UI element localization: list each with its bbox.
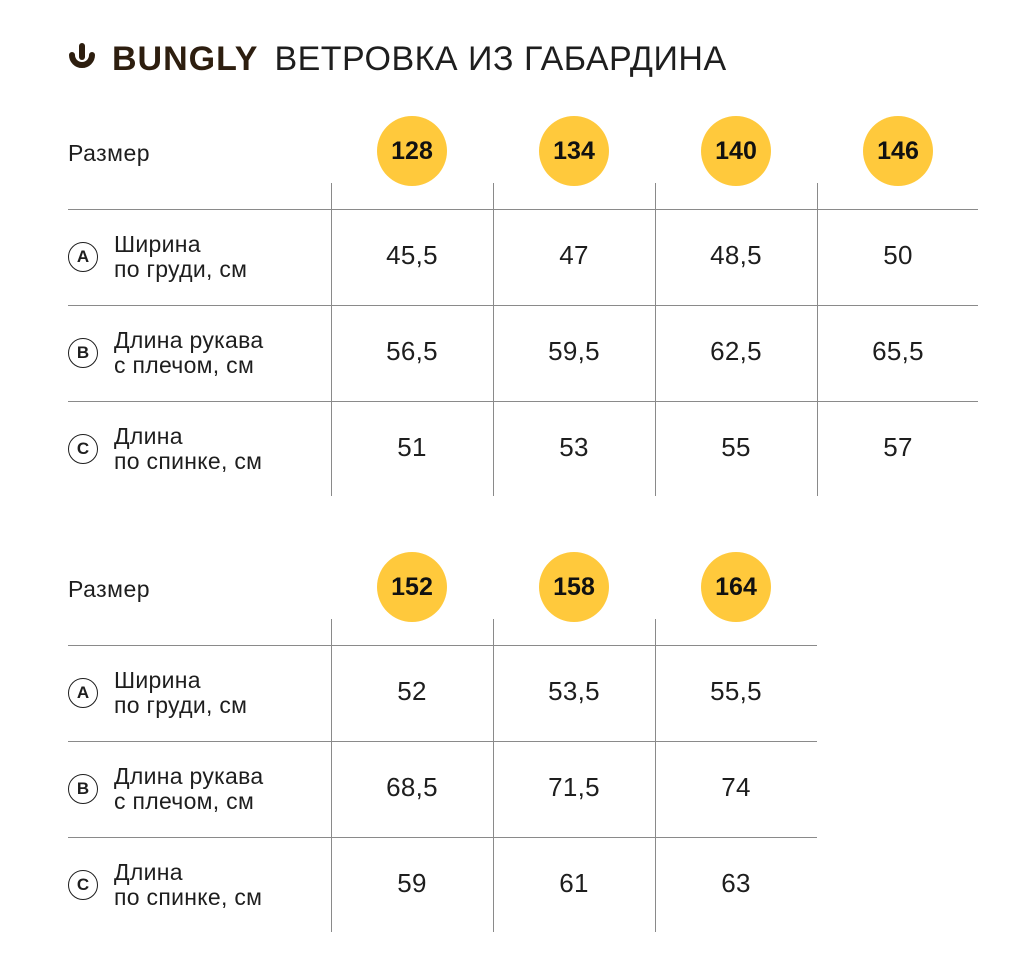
- measure-label: Длина по спинке, см: [114, 424, 262, 474]
- header: BUNGLY ВЕТРОВКА ИЗ ГАБАРДИНА: [66, 34, 727, 84]
- row-label-a: A Ширина по груди, см: [68, 231, 247, 283]
- measure-value: 51: [397, 432, 427, 462]
- bungly-logo-icon: [69, 43, 95, 68]
- measure-letter-icon: C: [68, 870, 98, 900]
- measure-value: 65,5: [872, 336, 924, 366]
- measure-letter-icon: C: [68, 434, 98, 464]
- measure-label-line1: Длина рукава: [114, 327, 264, 353]
- measure-label-line2: с плечом, см: [114, 352, 255, 378]
- measure-label-line1: Ширина: [114, 231, 201, 257]
- measure-value: 53: [559, 432, 589, 462]
- row-divider: [68, 401, 978, 402]
- measure-value: 59: [397, 868, 427, 898]
- measure-value: 48,5: [710, 240, 762, 270]
- size-badge-164: 164: [701, 552, 771, 622]
- column-divider: [493, 619, 494, 932]
- measure-label-line1: Длина: [114, 423, 183, 449]
- measure-letter-icon: B: [68, 338, 98, 368]
- size-label: Размер: [68, 576, 151, 602]
- size-badge-140: 140: [701, 116, 771, 186]
- measure-label-line1: Длина рукава: [114, 763, 264, 789]
- product-title: ВЕТРОВКА ИЗ ГАБАРДИНА: [274, 39, 727, 78]
- measure-value: 52: [397, 676, 427, 706]
- column-divider: [817, 183, 818, 496]
- row-divider: [68, 741, 817, 742]
- measure-letter-icon: B: [68, 774, 98, 804]
- measure-label: Длина рукава с плечом, см: [114, 764, 263, 814]
- measure-value: 59,5: [548, 336, 600, 366]
- row-divider: [68, 209, 978, 210]
- measure-label: Длина по спинке, см: [114, 860, 262, 910]
- measure-value: 61: [559, 868, 589, 898]
- column-divider: [655, 619, 656, 932]
- column-divider: [331, 183, 332, 496]
- row-divider: [68, 645, 817, 646]
- size-label: Размер: [68, 140, 151, 166]
- size-badge-146: 146: [863, 116, 933, 186]
- row-label-b: B Длина рукава с плечом, см: [68, 763, 263, 815]
- measure-value: 56,5: [386, 336, 438, 366]
- size-badge-158: 158: [539, 552, 609, 622]
- row-label-c: C Длина по спинке, см: [68, 859, 262, 911]
- measure-value: 50: [883, 240, 913, 270]
- column-divider: [493, 183, 494, 496]
- measure-label-line2: по спинке, см: [114, 448, 263, 474]
- size-badge-134: 134: [539, 116, 609, 186]
- size-badge-152: 152: [377, 552, 447, 622]
- measure-value: 63: [721, 868, 751, 898]
- row-label-b: B Длина рукава с плечом, см: [68, 327, 263, 379]
- measure-value: 62,5: [710, 336, 762, 366]
- measure-label-line2: по спинке, см: [114, 884, 263, 910]
- measure-label-line2: с плечом, см: [114, 788, 255, 814]
- column-divider: [655, 183, 656, 496]
- row-divider: [68, 305, 978, 306]
- measure-value: 74: [721, 772, 751, 802]
- measure-label: Ширина по груди, см: [114, 232, 247, 282]
- column-divider: [331, 619, 332, 932]
- brand-name: BUNGLY: [112, 39, 259, 78]
- row-label-a: A Ширина по груди, см: [68, 667, 247, 719]
- row-divider: [68, 837, 817, 838]
- measure-letter-icon: A: [68, 678, 98, 708]
- measure-label-line1: Ширина: [114, 667, 201, 693]
- measure-value: 55,5: [710, 676, 762, 706]
- measure-letter-icon: A: [68, 242, 98, 272]
- size-badge-128: 128: [377, 116, 447, 186]
- measure-value: 47: [559, 240, 589, 270]
- measure-label-line2: по груди, см: [114, 256, 248, 282]
- measure-value: 45,5: [386, 240, 438, 270]
- measure-value: 53,5: [548, 676, 600, 706]
- measure-value: 57: [883, 432, 913, 462]
- measure-value: 68,5: [386, 772, 438, 802]
- measure-label-line1: Длина: [114, 859, 183, 885]
- measure-value: 55: [721, 432, 751, 462]
- measure-label-line2: по груди, см: [114, 692, 248, 718]
- measure-label: Длина рукава с плечом, см: [114, 328, 263, 378]
- row-label-c: C Длина по спинке, см: [68, 423, 262, 475]
- measure-value: 71,5: [548, 772, 600, 802]
- measure-label: Ширина по груди, см: [114, 668, 247, 718]
